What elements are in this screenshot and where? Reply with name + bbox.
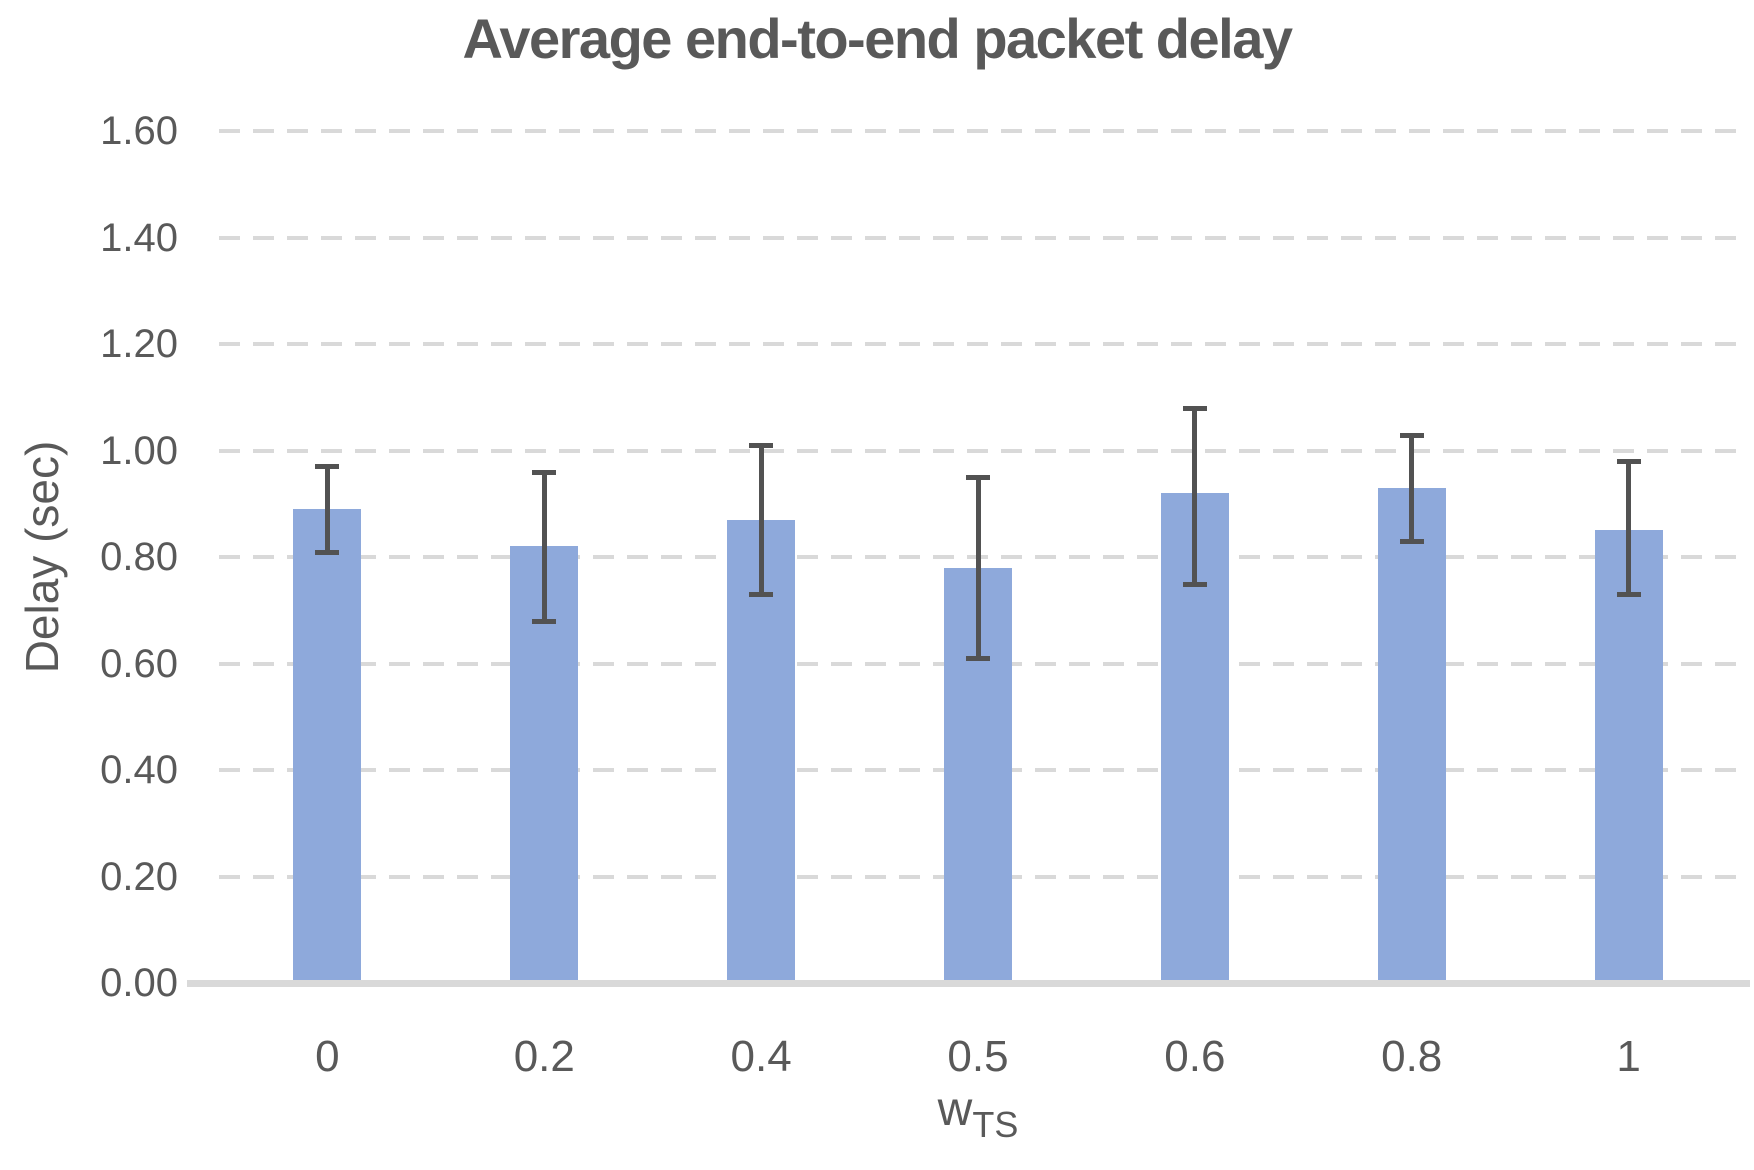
error-bar-line: [1409, 434, 1415, 542]
error-bar-cap-bottom: [749, 592, 774, 598]
error-bar-cap-top: [1182, 405, 1207, 411]
x-tick-label: 0: [315, 1032, 340, 1081]
error-bar-cap-top: [532, 469, 557, 475]
gridline: [219, 129, 1737, 133]
error-bar-cap-bottom: [315, 549, 340, 555]
error-bar-cap-top: [1616, 459, 1641, 465]
error-bar-cap-top: [966, 475, 990, 481]
error-bar-cap-top: [749, 443, 774, 449]
y-tick-label: 1.00: [100, 428, 178, 473]
y-tick-label: 1.40: [100, 215, 178, 260]
error-bar-cap-bottom: [532, 618, 557, 624]
x-axis-title: wTS: [938, 1082, 1019, 1146]
bar: [1594, 530, 1663, 980]
x-tick-label: 0.8: [1381, 1032, 1443, 1081]
x-tick-label: 0.5: [947, 1032, 1009, 1081]
y-tick-label: 0.60: [100, 641, 178, 686]
x-tick-label: 0.4: [730, 1032, 792, 1081]
y-tick-label: 1.60: [100, 109, 178, 153]
error-bar-line: [758, 445, 764, 595]
gridline: [219, 448, 1737, 453]
error-bar-cap-top: [1399, 432, 1424, 438]
y-tick-label: 1.20: [100, 322, 178, 366]
x-tick-label: 0.6: [1164, 1032, 1226, 1081]
error-bar-cap-bottom: [966, 656, 990, 662]
y-tick-label: 0.80: [100, 535, 178, 579]
bar: [1377, 487, 1446, 980]
x-tick-label: 1: [1616, 1032, 1641, 1081]
error-bar-line: [975, 477, 981, 659]
error-bar-cap-bottom: [1399, 539, 1424, 545]
y-tick-label: 0.20: [100, 854, 178, 899]
error-bar-line: [1626, 461, 1632, 595]
error-bar-line: [541, 471, 547, 621]
x-axis-title-main: w: [937, 1083, 973, 1136]
x-tick-label: 0.2: [513, 1032, 575, 1081]
error-bar-line: [1192, 407, 1198, 584]
error-bar-line: [324, 466, 330, 552]
y-tick-label: 0.00: [100, 961, 178, 1005]
x-axis-title-subscript: TS: [972, 1104, 1019, 1145]
error-bar-cap-top: [315, 464, 340, 470]
bar: [293, 509, 362, 980]
gridline: [219, 235, 1737, 240]
error-bar-cap-bottom: [1182, 581, 1207, 587]
gridline: [219, 342, 1737, 346]
y-tick-label: 0.40: [100, 748, 178, 792]
chart-title: Average end-to-end packet delay: [462, 7, 1293, 70]
x-axis-line: [187, 980, 1750, 987]
error-bar-cap-bottom: [1616, 592, 1641, 598]
